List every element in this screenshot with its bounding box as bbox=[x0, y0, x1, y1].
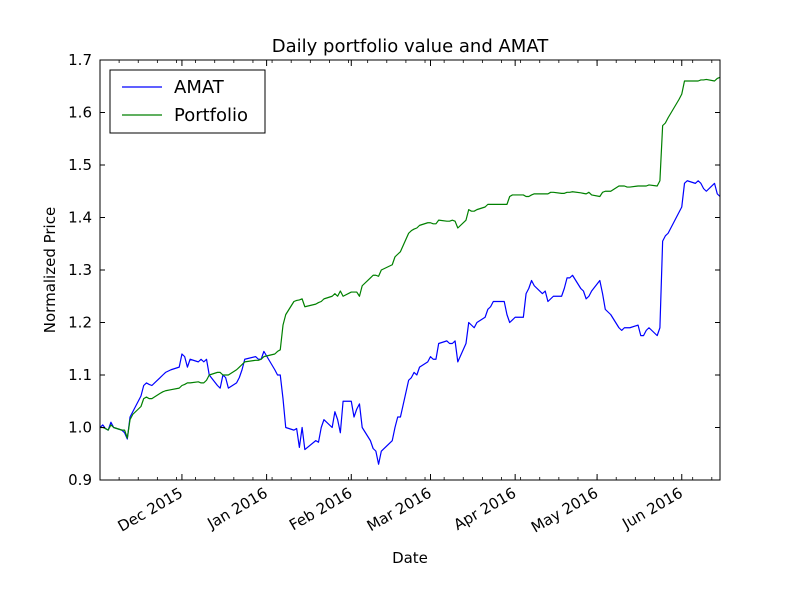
legend-label-amat: AMAT bbox=[174, 77, 225, 98]
series-layer bbox=[99, 76, 721, 465]
legend-box bbox=[109, 69, 266, 134]
y-tick-label: 1.0 bbox=[68, 419, 92, 437]
y-tick-label: 1.6 bbox=[68, 104, 92, 122]
y-tick-label: 1.2 bbox=[68, 314, 92, 332]
series-line-amat bbox=[99, 180, 721, 465]
y-tick-label: 1.5 bbox=[68, 156, 92, 174]
y-tick-label: 1.7 bbox=[68, 51, 92, 69]
x-axis-label: Date bbox=[392, 549, 428, 567]
y-tick-label: 1.1 bbox=[68, 366, 92, 384]
y-axis-label: Normalized Price bbox=[41, 207, 59, 333]
y-tick-label: 1.3 bbox=[68, 261, 92, 279]
series-line-portfolio bbox=[100, 76, 721, 439]
chart-title: Daily portfolio value and AMAT bbox=[272, 36, 549, 57]
y-tick-label: 1.4 bbox=[68, 209, 92, 227]
y-tick-label: 0.9 bbox=[68, 471, 92, 489]
legend: AMAT Portfolio bbox=[109, 69, 266, 134]
legend-label-portfolio: Portfolio bbox=[174, 105, 248, 126]
